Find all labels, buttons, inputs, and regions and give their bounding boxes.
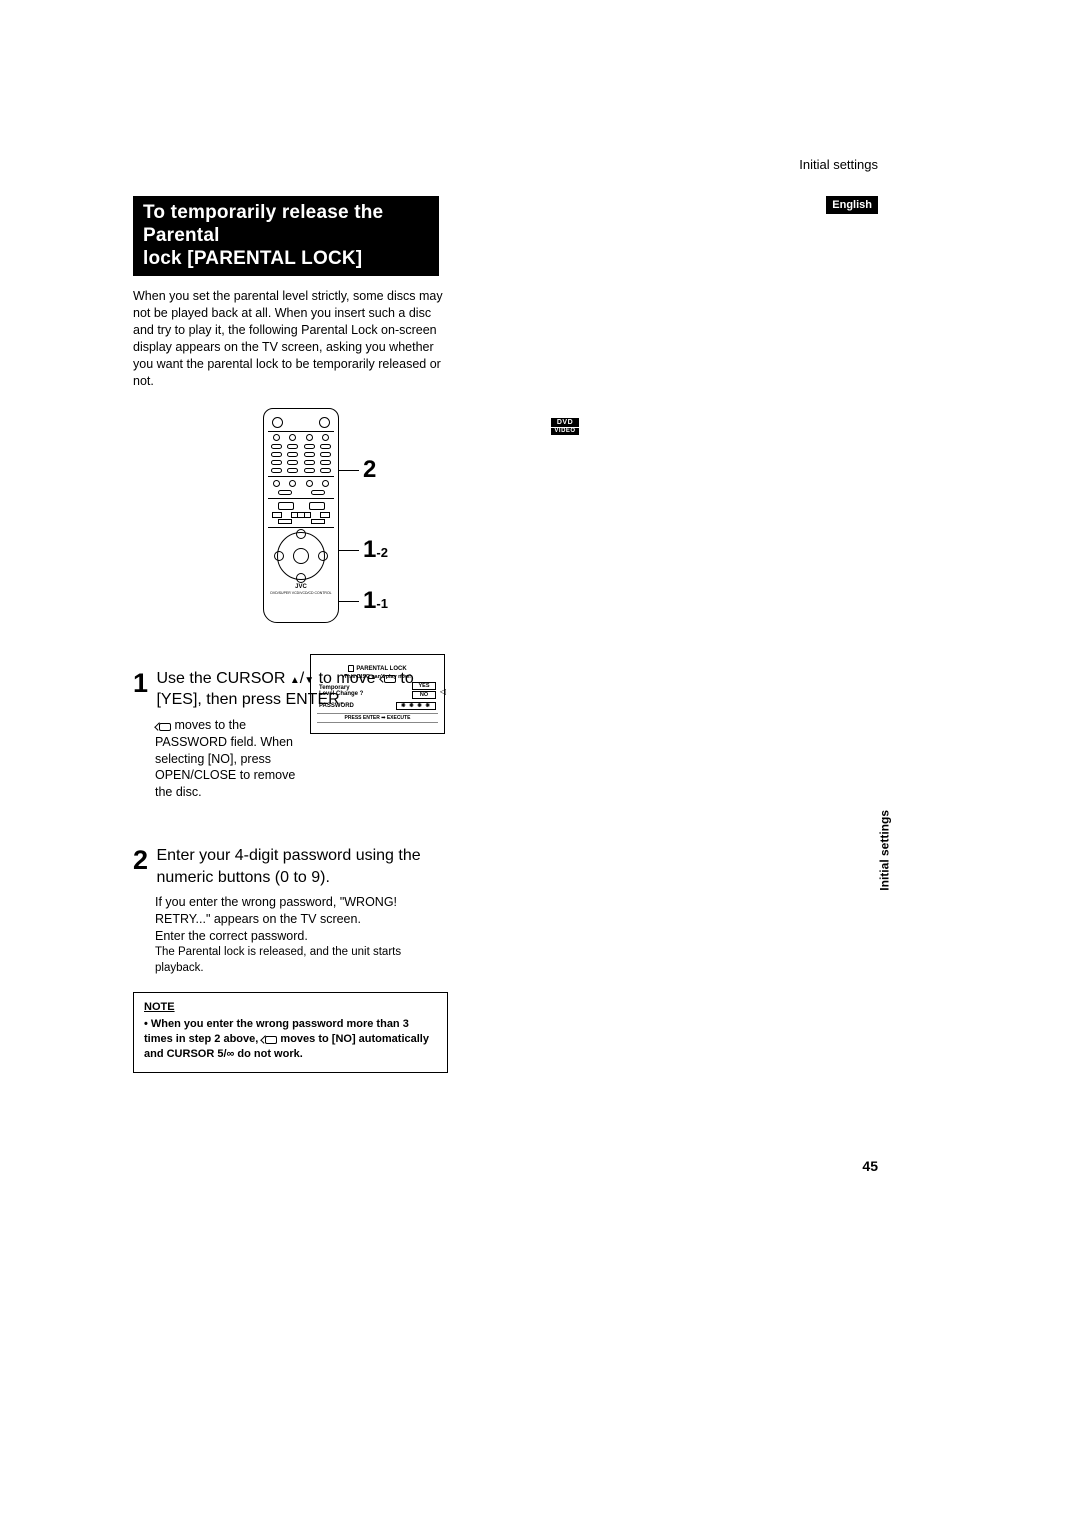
note-title: NOTE bbox=[144, 1001, 437, 1013]
remote-body: JVC DVD/SUPER VCD/VCD/CD CONTROL bbox=[263, 408, 339, 623]
osd-cursor-icon: ◁ bbox=[440, 687, 446, 696]
hand-cursor-icon bbox=[155, 721, 171, 731]
osd-password-label: PASSWORD bbox=[319, 703, 354, 709]
intro-paragraph: When you set the parental level strictly… bbox=[133, 288, 448, 389]
step-2-sub: If you enter the wrong password, "WRONG!… bbox=[155, 894, 448, 976]
note-box: NOTE • When you enter the wrong password… bbox=[133, 992, 448, 1073]
osd-dialog: PARENTAL LOCK This DISC can't play now! … bbox=[310, 654, 445, 734]
remote-dpad bbox=[277, 532, 325, 580]
title-line-2: lock [PARENTAL LOCK] bbox=[143, 248, 429, 271]
dvd-video-badge: DVD VIDEO bbox=[551, 418, 579, 435]
osd-option-yes: YES bbox=[412, 682, 436, 690]
lock-icon bbox=[348, 665, 354, 672]
step-2: 2 Enter your 4-digit password using the … bbox=[133, 845, 503, 976]
osd-option-no: NO bbox=[412, 691, 436, 699]
step-2-text: Enter your 4-digit password using the nu… bbox=[156, 845, 436, 888]
title-line-1: To temporarily release the Parental bbox=[143, 202, 429, 248]
step-1-sub: moves to the PASSWORD field. When select… bbox=[155, 717, 305, 801]
main-content: To temporarily release the Parental lock… bbox=[133, 196, 503, 1073]
section-header: Initial settings bbox=[799, 157, 878, 172]
callout-1-1: 1-1 bbox=[363, 587, 388, 615]
callout-2: 2 bbox=[363, 456, 376, 484]
title-block: To temporarily release the Parental lock… bbox=[133, 196, 439, 276]
language-badge: English bbox=[826, 196, 878, 214]
note-body: • When you enter the wrong password more… bbox=[144, 1017, 437, 1062]
hand-cursor-icon bbox=[261, 1034, 277, 1044]
page-number: 45 bbox=[862, 1158, 878, 1174]
osd-label-level-change: Level Change ? bbox=[319, 691, 363, 697]
osd-message: This DISC can't play now! bbox=[317, 674, 438, 680]
osd-title: PARENTAL LOCK bbox=[356, 666, 406, 672]
remote-subtext: DVD/SUPER VCD/VCD/CD CONTROL bbox=[264, 591, 338, 595]
dvd-badge-bottom: VIDEO bbox=[551, 427, 579, 435]
side-tab: Initial settings bbox=[878, 810, 892, 891]
dvd-badge-top: DVD bbox=[551, 418, 579, 427]
osd-footer: PRESS ENTER ➡ EXECUTE bbox=[317, 713, 438, 723]
callout-1-2: 1-2 bbox=[363, 536, 388, 564]
triangle-up-icon bbox=[290, 670, 300, 687]
osd-password-value: ❋ ❋ ❋ ❋ bbox=[396, 702, 436, 710]
step-1-number: 1 bbox=[133, 668, 148, 699]
remote-figure: JVC DVD/SUPER VCD/VCD/CD CONTROL 2 1-2 1… bbox=[213, 408, 423, 648]
page: Initial settings English To temporarily … bbox=[0, 0, 1080, 1528]
step-2-number: 2 bbox=[133, 845, 148, 876]
remote-brand: JVC bbox=[264, 584, 338, 590]
